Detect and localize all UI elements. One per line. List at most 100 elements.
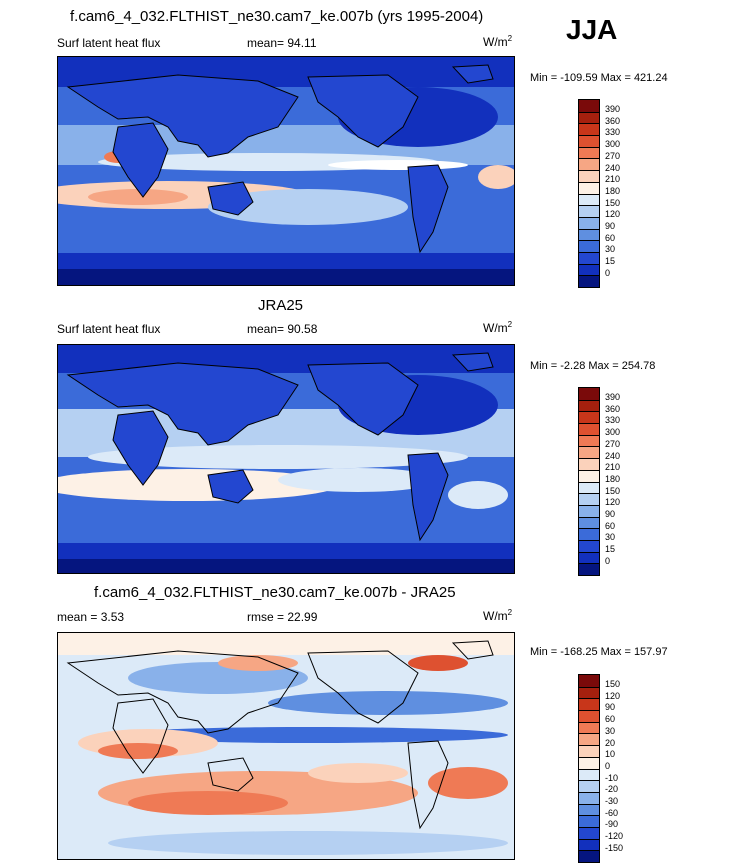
panel-title: f.cam6_4_032.FLTHIST_ne30.cam7_ke.007b -… bbox=[94, 584, 456, 601]
colorbar-tick-label: 0 bbox=[605, 555, 611, 566]
colorbar bbox=[578, 387, 600, 576]
colorbar-tick-label: 150 bbox=[605, 485, 621, 496]
colorbar-tick-label: 210 bbox=[605, 462, 621, 473]
mean-label: mean= 90.58 bbox=[247, 322, 318, 336]
colorbar-swatch bbox=[579, 158, 599, 171]
colorbar-tick-label: 90 bbox=[605, 221, 616, 231]
colorbar-tick-label: -20 bbox=[605, 784, 619, 795]
colorbar-tick-label: 180 bbox=[605, 185, 621, 196]
colorbar-swatch bbox=[579, 135, 599, 147]
colorbar bbox=[578, 674, 600, 863]
colorbar-tick-label: 10 bbox=[605, 749, 616, 760]
colorbar-swatch bbox=[579, 504, 599, 517]
colorbar-swatch bbox=[579, 780, 599, 792]
colorbar-swatch bbox=[579, 275, 599, 287]
colorbar-tick-label: 360 bbox=[605, 115, 621, 126]
colorbar-tick-label: 120 bbox=[605, 209, 621, 220]
colorbar-swatch bbox=[579, 493, 599, 505]
colorbar-tick-label: -10 bbox=[605, 772, 619, 783]
colorbar-swatch bbox=[579, 251, 599, 264]
colorbar-tick-label: -90 bbox=[605, 819, 619, 830]
panel-title: f.cam6_4_032.FLTHIST_ne30.cam7_ke.007b (… bbox=[70, 8, 484, 25]
colorbar-swatch bbox=[579, 745, 599, 757]
colorbar-swatch bbox=[579, 240, 599, 252]
colorbar-tick-label: 0 bbox=[605, 760, 611, 771]
colorbar-swatch bbox=[579, 686, 599, 699]
colorbar-tick-label: 90 bbox=[605, 702, 616, 713]
colorbar-tick-label: -30 bbox=[605, 796, 619, 806]
colorbar-tick-label: 15 bbox=[605, 256, 616, 267]
model-map bbox=[57, 56, 515, 286]
colorbar-tick-label: -120 bbox=[605, 831, 624, 842]
colorbar-swatch bbox=[579, 170, 599, 182]
model-map-field bbox=[58, 57, 514, 285]
colorbar-tick-label: 30 bbox=[605, 725, 616, 736]
colorbar-swatch bbox=[579, 399, 599, 412]
colorbar-swatch bbox=[579, 563, 599, 575]
colorbar-swatch bbox=[579, 551, 599, 564]
colorbar-tick-label: 60 bbox=[605, 520, 616, 531]
colorbar-swatch bbox=[579, 733, 599, 746]
colorbar-swatch bbox=[579, 411, 599, 424]
colorbar-tick-label: 240 bbox=[605, 162, 621, 173]
colorbar-swatch bbox=[579, 146, 599, 159]
colorbar-tick-label: 390 bbox=[605, 104, 621, 114]
min-max-label: Min = -109.59 Max = 421.24 bbox=[530, 72, 668, 84]
min-max-label: Min = -168.25 Max = 157.97 bbox=[530, 646, 668, 658]
colorbar-swatch bbox=[579, 850, 599, 862]
colorbar-tick-label: 300 bbox=[605, 427, 621, 438]
colorbar bbox=[578, 99, 600, 288]
colorbar-swatch bbox=[579, 698, 599, 711]
colorbar-swatch bbox=[579, 181, 599, 194]
mean-label: mean = 3.53 bbox=[57, 610, 125, 624]
colorbar-tick-label: 240 bbox=[605, 450, 621, 461]
colorbar-tick-label: 0 bbox=[605, 267, 611, 278]
units-label: W/m2 bbox=[483, 608, 513, 623]
colorbar-tick-label: 120 bbox=[605, 497, 621, 508]
colorbar-swatch bbox=[579, 263, 599, 276]
colorbar-tick-label: 330 bbox=[605, 415, 621, 426]
units-label: W/m2 bbox=[483, 34, 513, 49]
colorbar-swatch bbox=[579, 100, 599, 112]
colorbar-swatch bbox=[579, 768, 599, 781]
colorbar-swatch bbox=[579, 826, 599, 839]
min-max-label: Min = -2.28 Max = 254.78 bbox=[530, 360, 656, 372]
colorbar-tick-label: -150 bbox=[605, 842, 624, 853]
colorbar-swatch bbox=[579, 216, 599, 229]
units-label: W/m2 bbox=[483, 320, 513, 335]
colorbar-swatch bbox=[579, 791, 599, 804]
colorbar-tick-label: 360 bbox=[605, 403, 621, 414]
colorbar-swatch bbox=[579, 434, 599, 447]
colorbar-tick-label: 180 bbox=[605, 473, 621, 484]
colorbar-swatch bbox=[579, 469, 599, 482]
colorbar-tick-label: 300 bbox=[605, 139, 621, 150]
colorbar-swatch bbox=[579, 516, 599, 529]
colorbar-tick-label: 270 bbox=[605, 438, 621, 449]
colorbar-swatch bbox=[579, 446, 599, 459]
colorbar-swatch bbox=[579, 458, 599, 470]
colorbar-tick-label: 270 bbox=[605, 150, 621, 161]
colorbar-tick-label: 90 bbox=[605, 509, 616, 519]
colorbar-swatch bbox=[579, 528, 599, 540]
panel-title: JRA25 bbox=[258, 297, 304, 314]
mean-label: mean= 94.11 bbox=[247, 36, 317, 50]
colorbar-swatch bbox=[579, 423, 599, 435]
colorbar-swatch bbox=[579, 675, 599, 687]
colorbar-tick-label: 210 bbox=[605, 174, 621, 185]
colorbar-swatch bbox=[579, 205, 599, 217]
colorbar-tick-label: -60 bbox=[605, 807, 619, 818]
colorbar-tick-label: 30 bbox=[605, 244, 616, 255]
difference-map-field bbox=[58, 633, 514, 859]
variable-label: Surf latent heat flux bbox=[57, 36, 161, 50]
season-label: JJA bbox=[566, 14, 618, 45]
colorbar-tick-label: 60 bbox=[605, 232, 616, 243]
colorbar-swatch bbox=[579, 111, 599, 124]
jra25-map-field bbox=[58, 345, 514, 573]
colorbar-swatch bbox=[579, 815, 599, 827]
colorbar-swatch bbox=[579, 123, 599, 136]
colorbar-tick-label: 390 bbox=[605, 392, 621, 402]
colorbar-swatch bbox=[579, 721, 599, 734]
colorbar-tick-label: 60 bbox=[605, 714, 616, 725]
colorbar-tick-label: 30 bbox=[605, 532, 616, 543]
colorbar-swatch bbox=[579, 838, 599, 851]
